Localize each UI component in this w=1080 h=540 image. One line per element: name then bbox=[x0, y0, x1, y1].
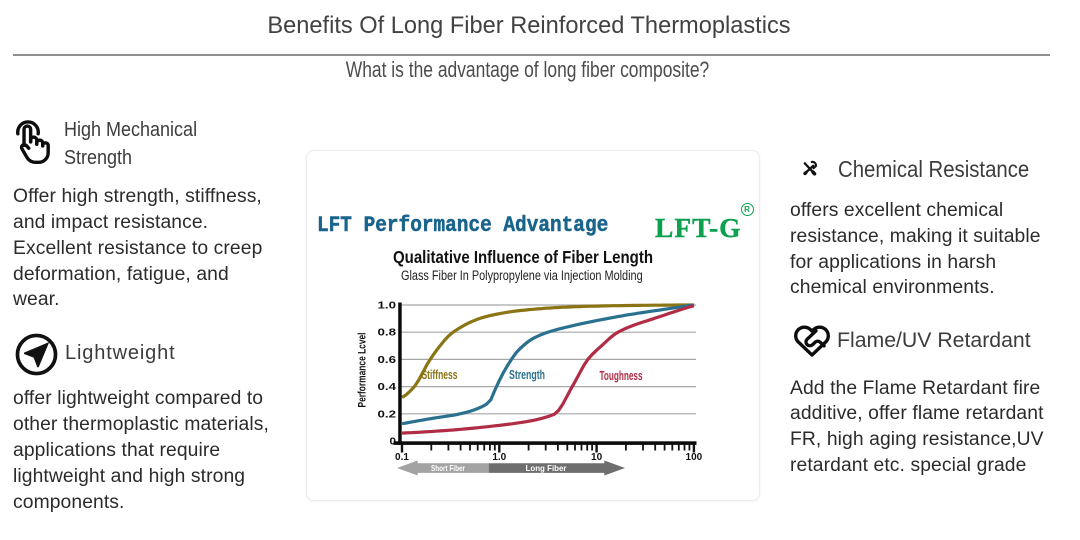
svg-text:Performance Lcvel: Performance Lcvel bbox=[357, 333, 369, 408]
svg-text:0.8: 0.8 bbox=[378, 328, 397, 339]
svg-text:0.1: 0.1 bbox=[395, 452, 409, 463]
svg-text:Long Fiber: Long Fiber bbox=[526, 463, 568, 473]
svg-text:Strength: Strength bbox=[509, 368, 545, 382]
svg-text:1.0: 1.0 bbox=[492, 452, 506, 463]
svg-text:0.2: 0.2 bbox=[378, 409, 397, 420]
svg-text:0.4: 0.4 bbox=[378, 382, 397, 393]
svg-text:Short Fiber: Short Fiber bbox=[431, 463, 466, 473]
svg-text:10: 10 bbox=[591, 452, 603, 463]
svg-text:0: 0 bbox=[390, 437, 397, 448]
svg-text:100: 100 bbox=[686, 452, 703, 463]
svg-text:1.0: 1.0 bbox=[378, 301, 397, 312]
svg-text:Toughness: Toughness bbox=[600, 369, 643, 383]
svg-text:Stiffness: Stiffness bbox=[422, 368, 458, 382]
svg-text:0.6: 0.6 bbox=[378, 355, 397, 366]
